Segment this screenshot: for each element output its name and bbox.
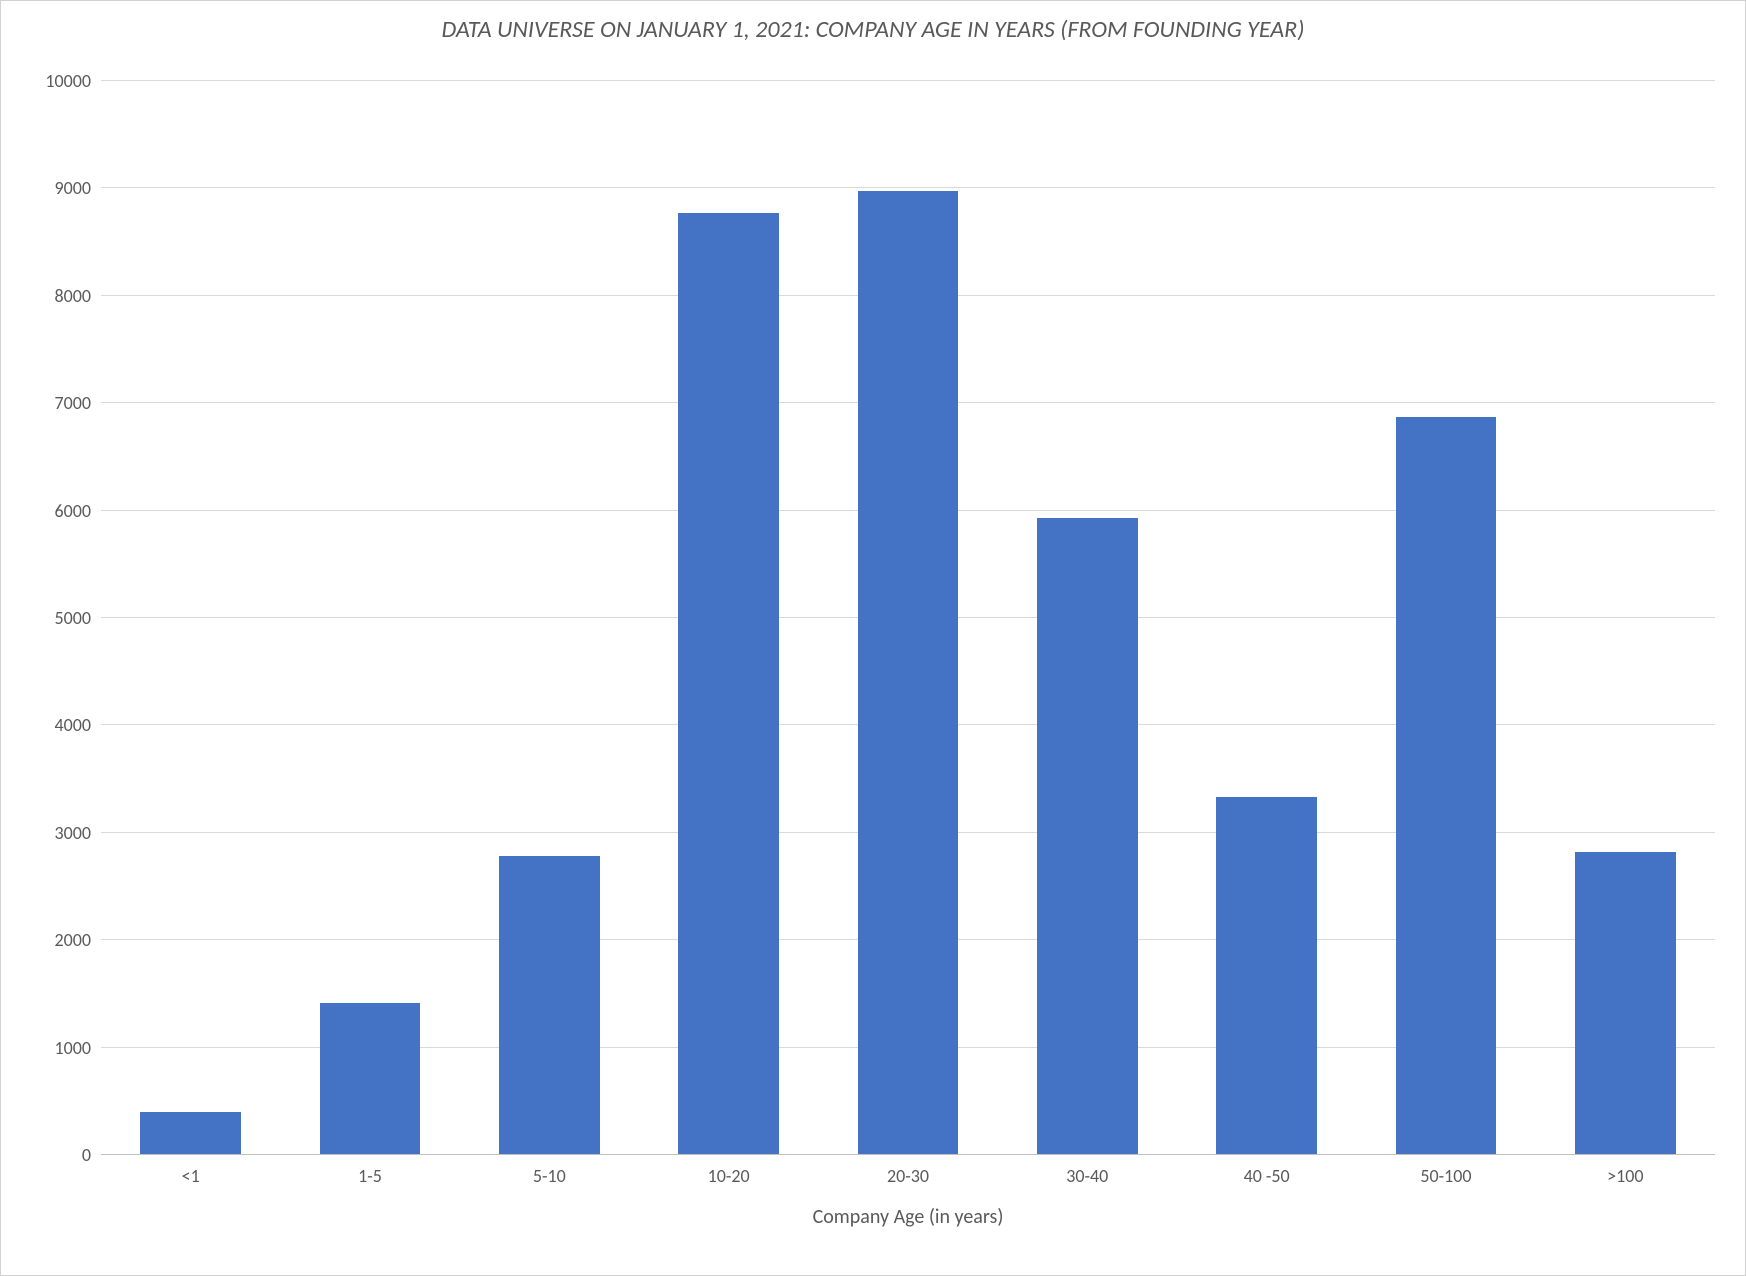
y-tick-label: 1000 (21, 1037, 91, 1059)
bar-slot: >100 (1536, 81, 1715, 1155)
y-tick-label: 10000 (21, 70, 91, 92)
x-tick-label: <1 (182, 1165, 200, 1187)
bar (1575, 852, 1675, 1155)
plot-area: 0100020003000400050006000700080009000100… (101, 81, 1715, 1155)
bar (499, 856, 599, 1155)
x-tick-label: >100 (1607, 1165, 1643, 1187)
x-axis-title: Company Age (in years) (101, 1205, 1715, 1229)
y-tick-label: 6000 (21, 500, 91, 522)
x-tick-label: 40 -50 (1244, 1165, 1290, 1187)
y-tick-label: 4000 (21, 714, 91, 736)
bar-slot: 20-30 (818, 81, 997, 1155)
bar (1037, 518, 1137, 1155)
bar-slot: 40 -50 (1177, 81, 1356, 1155)
y-tick-label: 2000 (21, 929, 91, 951)
x-tick-label: 1-5 (358, 1165, 382, 1187)
bar-slot: 1-5 (280, 81, 459, 1155)
bar (1216, 797, 1316, 1155)
x-tick-label: 10-20 (708, 1165, 750, 1187)
chart-title: DATA UNIVERSE ON JANUARY 1, 2021: COMPAN… (1, 15, 1745, 44)
bar (858, 191, 958, 1155)
y-tick-label: 8000 (21, 285, 91, 307)
x-tick-label: 50-100 (1420, 1165, 1471, 1187)
y-tick-label: 9000 (21, 177, 91, 199)
y-tick-label: 5000 (21, 607, 91, 629)
chart-container: DATA UNIVERSE ON JANUARY 1, 2021: COMPAN… (0, 0, 1746, 1276)
bar (1396, 417, 1496, 1155)
bar-slot: 50-100 (1356, 81, 1535, 1155)
y-tick-label: 3000 (21, 822, 91, 844)
bar-slot: <1 (101, 81, 280, 1155)
x-axis-line (101, 1154, 1715, 1155)
bar-slot: 10-20 (639, 81, 818, 1155)
x-tick-label: 20-30 (887, 1165, 929, 1187)
x-tick-label: 30-40 (1066, 1165, 1108, 1187)
bar-slot: 30-40 (998, 81, 1177, 1155)
bar (140, 1112, 240, 1155)
bar (678, 213, 778, 1155)
y-tick-label: 7000 (21, 392, 91, 414)
bar (320, 1003, 420, 1156)
bar-slot: 5-10 (460, 81, 639, 1155)
x-tick-label: 5-10 (533, 1165, 566, 1187)
bars-row: <11-55-1010-2020-3030-4040 -5050-100>100 (101, 81, 1715, 1155)
y-tick-label: 0 (21, 1144, 91, 1166)
